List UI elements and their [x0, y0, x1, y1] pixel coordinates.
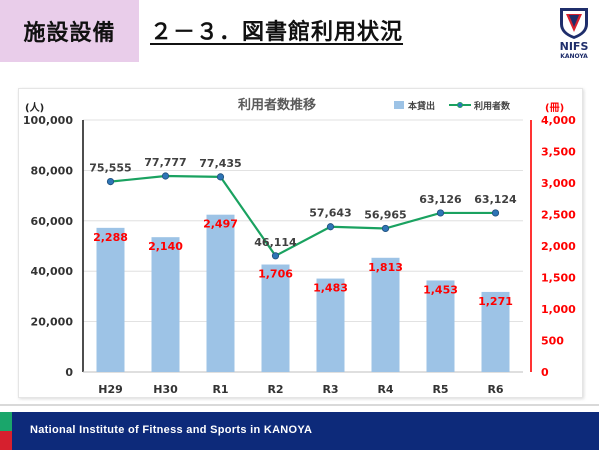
right-tick-label: 1,500: [541, 272, 576, 285]
line-data-label: 57,643: [309, 207, 351, 220]
line-data-label: 46,114: [254, 236, 297, 249]
page-title: ２－３．図書館利用状況: [150, 20, 404, 45]
bar-data-label: 1,706: [258, 268, 293, 281]
chart-panel: 0 20,000 40,000 60,000 80,000 100,000 0 500 1,00…: [18, 88, 583, 398]
bar-data-label: 1,453: [423, 283, 458, 296]
line-data-label: 75,555: [89, 162, 131, 175]
bar-data-label: 2,497: [203, 218, 238, 231]
bar-h29: [96, 227, 125, 372]
line-point-h29: [106, 178, 115, 186]
right-tick-label: 2,500: [541, 209, 576, 222]
bar-r5: [426, 280, 455, 372]
x-tick-label: R4: [377, 383, 393, 396]
line-point-r1: [216, 173, 225, 181]
bar-r2: [261, 264, 290, 372]
bar-data-label: 1,271: [478, 295, 513, 308]
left-tick-label: 80,000: [31, 164, 74, 177]
bar-data-label: 2,288: [93, 231, 128, 244]
legend-bar-label: 本貸出: [408, 100, 435, 112]
logo-text: NIFS: [559, 40, 589, 53]
x-tick-label: H30: [153, 383, 178, 396]
left-tick-label: 0: [65, 366, 73, 379]
right-tick-label: 3,000: [541, 177, 576, 190]
section-tag: 施設設備: [0, 0, 139, 62]
section-tag-label: 施設設備: [23, 21, 116, 46]
chart-title: 利用者数推移: [238, 97, 316, 113]
line-point-r2: [271, 252, 280, 260]
bar-r6: [481, 291, 510, 372]
x-tick-label: R6: [487, 383, 503, 396]
bar-r1: [206, 214, 235, 372]
legend-bar-swatch: [394, 101, 404, 109]
line-point-r6: [491, 209, 500, 217]
line-point-r5: [436, 209, 445, 217]
bar-h30: [151, 237, 180, 372]
right-tick-label: 0: [541, 366, 549, 379]
legend-line-marker: [457, 102, 463, 108]
x-tick-label: R1: [212, 383, 228, 396]
bar-data-label: 1,813: [368, 261, 403, 274]
footer-bar: National Institute of Fitness and Sports…: [0, 412, 599, 450]
x-tick-label: R5: [432, 383, 448, 396]
x-tick-label: R2: [267, 383, 283, 396]
line-point-r4: [381, 224, 390, 233]
right-tick-label: 3,500: [541, 146, 576, 159]
footer-divider: [0, 404, 599, 406]
left-tick-label: 20,000: [31, 316, 74, 329]
left-tick-label: 40,000: [31, 265, 74, 278]
footer-text: National Institute of Fitness and Sports…: [30, 424, 313, 436]
line-point-r3: [326, 223, 335, 231]
legend-line-label: 利用者数: [473, 100, 511, 112]
line-data-label: 56,965: [364, 208, 406, 221]
line-data-label: 63,126: [419, 193, 462, 206]
logo-subtext: KANOYA: [560, 53, 588, 60]
right-tick-label: 4,000: [541, 114, 576, 127]
bar-r3: [316, 278, 345, 372]
right-axis-unit: (冊): [545, 102, 564, 114]
line-data-label: 63,124: [474, 193, 517, 206]
bar-data-label: 2,140: [148, 240, 183, 253]
left-tick-label: 100,000: [23, 114, 73, 127]
left-tick-label: 60,000: [31, 215, 74, 228]
line-data-label: 77,435: [199, 157, 241, 170]
user-count-line: [110, 174, 496, 258]
library-usage-chart: 0 20,000 40,000 60,000 80,000 100,000 0 500 1,00…: [23, 97, 576, 396]
right-tick-label: 500: [541, 335, 564, 348]
x-tick-label: H29: [98, 383, 123, 396]
left-axis-unit: (人): [25, 101, 44, 114]
line-data-label: 77,777: [144, 156, 186, 169]
right-tick-label: 1,000: [541, 303, 576, 316]
bar-data-label: 1,483: [313, 282, 348, 295]
right-tick-label: 2,000: [541, 240, 576, 253]
bar-r4: [371, 257, 400, 372]
nifs-logo: NIFS KANOYA: [552, 6, 596, 62]
footer-accent: [0, 412, 12, 450]
line-point-h30: [161, 172, 170, 180]
shield-icon: [560, 8, 588, 39]
x-tick-label: R3: [322, 383, 338, 396]
